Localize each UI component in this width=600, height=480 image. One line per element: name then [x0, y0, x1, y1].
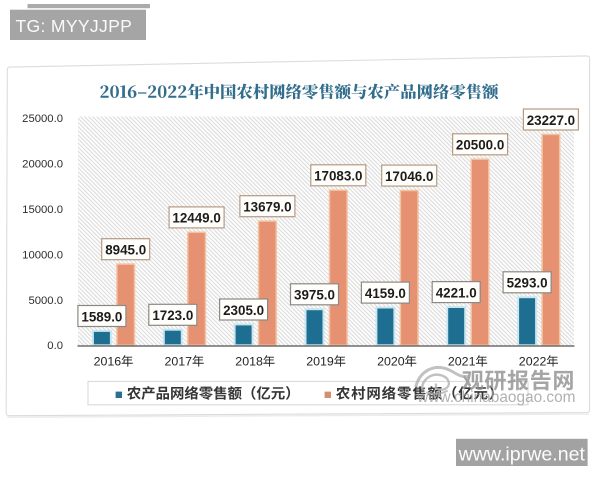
svg-text:12449.0: 12449.0	[172, 211, 220, 226]
svg-text:2305.0: 2305.0	[223, 303, 264, 318]
svg-text:0.0: 0.0	[47, 340, 63, 352]
svg-text:15000.0: 15000.0	[22, 204, 63, 216]
svg-text:2017: 2017	[165, 355, 193, 369]
svg-text:20500.0: 20500.0	[456, 138, 504, 153]
svg-text:3975.0: 3975.0	[294, 288, 335, 303]
svg-text:1723.0: 1723.0	[152, 308, 193, 323]
svg-text:1589.0: 1589.0	[81, 309, 122, 324]
svg-text:17083.0: 17083.0	[314, 169, 362, 184]
svg-text:8945.0: 8945.0	[105, 243, 146, 258]
svg-text:2021: 2021	[448, 355, 476, 369]
svg-text:5293.0: 5293.0	[507, 276, 548, 291]
svg-text:www.iprwe.net: www.iprwe.net	[458, 443, 586, 465]
svg-text:TG: MYYJJPP: TG: MYYJJPP	[16, 16, 133, 36]
svg-text:2020: 2020	[377, 355, 405, 369]
svg-text:2022: 2022	[519, 355, 547, 369]
svg-text:17046.0: 17046.0	[385, 169, 433, 184]
svg-text:13679.0: 13679.0	[243, 200, 291, 215]
svg-text:4221.0: 4221.0	[436, 285, 477, 300]
svg-text:25000.0: 25000.0	[22, 113, 63, 125]
svg-text:4159.0: 4159.0	[365, 286, 406, 301]
svg-text:2016: 2016	[94, 355, 122, 369]
svg-text:2019: 2019	[306, 355, 334, 369]
svg-text:20000.0: 20000.0	[22, 159, 63, 171]
svg-text:5000.0: 5000.0	[28, 295, 63, 307]
svg-text:10000.0: 10000.0	[22, 249, 63, 261]
svg-text:23227.0: 23227.0	[527, 113, 575, 128]
svg-text:www.chinabaogao.com: www.chinabaogao.com	[416, 389, 575, 406]
svg-text:2018: 2018	[235, 355, 263, 369]
